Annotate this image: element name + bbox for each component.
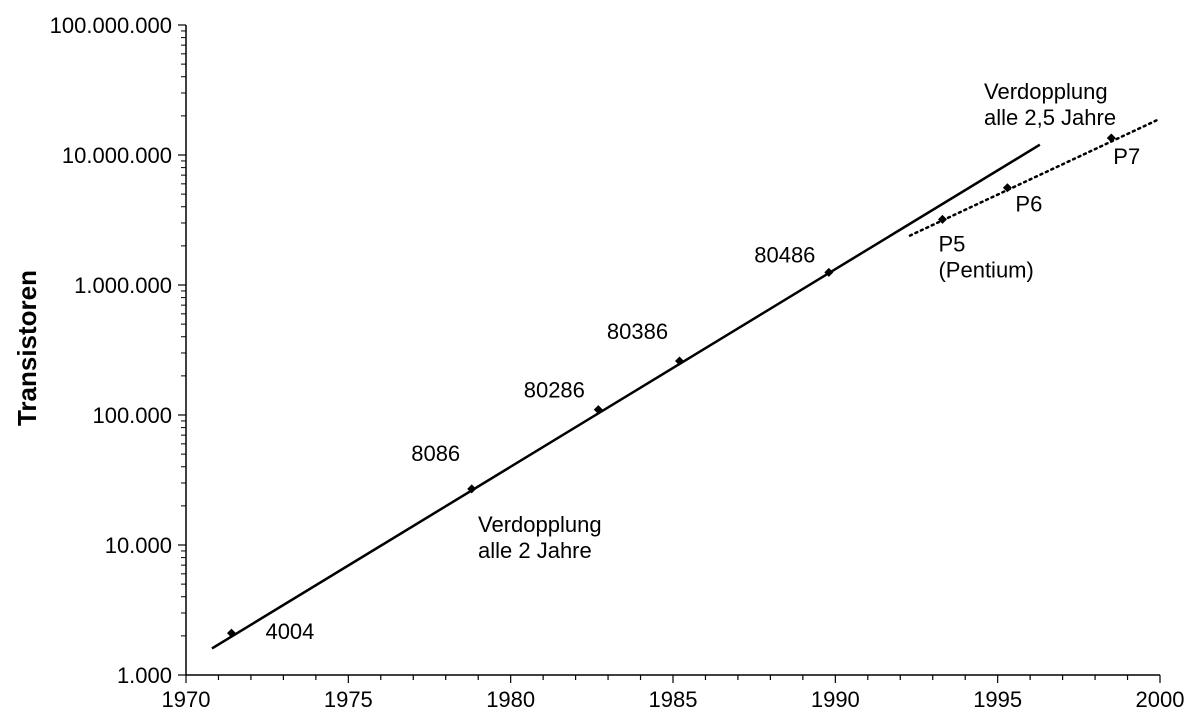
annotation: Verdopplung alle 2,5 Jahre — [984, 79, 1116, 130]
point-label: P7 — [1113, 144, 1140, 169]
data-point-marker — [593, 405, 603, 415]
point-label: 4004 — [265, 619, 314, 644]
data-point-marker — [1002, 183, 1012, 193]
y-axis-title: Transistoren — [12, 270, 42, 426]
y-tick-label: 100.000.000 — [50, 13, 172, 38]
y-tick-label: 10.000.000 — [62, 143, 172, 168]
data-point-marker — [226, 628, 236, 638]
point-label: P5 (Pentium) — [938, 231, 1033, 282]
x-tick-label: 1985 — [649, 687, 698, 712]
data-point-marker — [467, 484, 477, 494]
data-point-marker — [1106, 133, 1116, 143]
point-label: 8086 — [411, 441, 460, 466]
y-tick-label: 1.000.000 — [74, 273, 172, 298]
y-tick-label: 10.000 — [105, 533, 172, 558]
data-point-marker — [674, 356, 684, 366]
x-tick-label: 1970 — [162, 687, 211, 712]
x-tick-label: 1975 — [324, 687, 373, 712]
trend-line-dotted — [908, 117, 1162, 237]
data-point-marker — [937, 214, 947, 224]
x-tick-label: 1995 — [973, 687, 1022, 712]
point-label: 80286 — [524, 378, 585, 403]
x-tick-label: 1990 — [811, 687, 860, 712]
annotation: Verdopplung alle 2 Jahre — [478, 512, 602, 563]
trend-lines — [211, 117, 1162, 650]
y-tick-label: 100.000 — [92, 403, 172, 428]
y-tick-label: 1.000 — [117, 663, 172, 688]
x-tick-label: 1980 — [486, 687, 535, 712]
data-points — [226, 133, 1116, 638]
x-tick-label: 2000 — [1136, 687, 1185, 712]
axes: 1970 1975 1980 1985 1990 1995 2000 1.000 10.000 1… — [50, 13, 1185, 712]
trend-line-solid — [211, 143, 1041, 650]
point-label: P6 — [1015, 192, 1042, 217]
point-label: 80486 — [754, 242, 815, 267]
point-label: 80386 — [607, 319, 668, 344]
data-point-marker — [824, 267, 834, 277]
point-labels: 4004 8086 80286 80386 80486 P5 (Pentium) P6 P7 Ve… — [265, 79, 1140, 644]
